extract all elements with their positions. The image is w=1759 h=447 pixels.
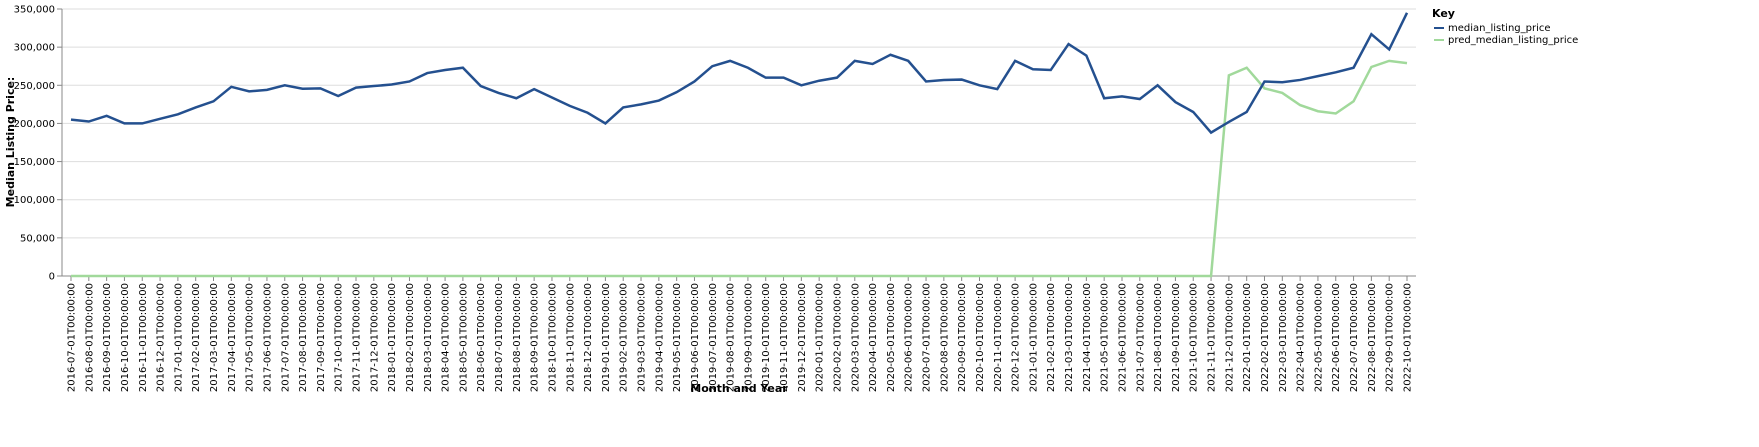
x-tick-label: 2021-08-01T00:00:00 [1153, 283, 1164, 392]
x-tick-label: 2020-11-01T00:00:00 [993, 283, 1004, 392]
legend-label: pred_median_listing_price [1448, 35, 1578, 46]
x-tick-label: 2019-04-01T00:00:00 [654, 283, 665, 392]
x-tick-label: 2020-02-01T00:00:00 [832, 283, 843, 392]
x-tick-label: 2016-07-01T00:00:00 [67, 283, 78, 392]
x-tick-label: 2019-05-01T00:00:00 [672, 283, 683, 392]
x-tick-label: 2022-10-01T00:00:00 [1403, 283, 1414, 392]
x-tick-label: 2020-05-01T00:00:00 [886, 283, 897, 392]
x-tick-label: 2017-07-01T00:00:00 [280, 283, 291, 392]
x-tick-label: 2017-11-01T00:00:00 [352, 283, 363, 392]
x-tick-label: 2019-07-01T00:00:00 [708, 283, 719, 392]
x-tick-label: 2019-08-01T00:00:00 [726, 283, 737, 392]
x-tick-label: 2020-07-01T00:00:00 [922, 283, 933, 392]
x-tick-label: 2020-12-01T00:00:00 [1011, 283, 1022, 392]
x-tick-label: 2021-02-01T00:00:00 [1046, 283, 1057, 392]
x-tick-label: 2022-07-01T00:00:00 [1349, 283, 1360, 392]
x-tick-label: 2016-12-01T00:00:00 [156, 283, 167, 392]
x-tick-label: 2019-01-01T00:00:00 [601, 283, 612, 392]
legend-label: median_listing_price [1448, 23, 1551, 34]
x-tick-label: 2017-04-01T00:00:00 [227, 283, 238, 392]
x-tick-label: 2018-11-01T00:00:00 [565, 283, 576, 392]
x-tick-label: 2019-12-01T00:00:00 [797, 283, 808, 392]
x-tick-label: 2022-01-01T00:00:00 [1242, 283, 1253, 392]
x-tick-label: 2017-01-01T00:00:00 [173, 283, 184, 392]
x-tick-label: 2019-09-01T00:00:00 [743, 283, 754, 392]
y-axis-title: Median Listing Price: [4, 77, 17, 208]
x-tick-label: 2017-05-01T00:00:00 [245, 283, 256, 392]
x-axis-title: Month and Year [690, 382, 788, 395]
x-tick-label: 2018-03-01T00:00:00 [423, 283, 434, 392]
line [70, 12, 1409, 135]
x-tick-label: 2019-10-01T00:00:00 [761, 283, 772, 392]
y-tick-label: 150,000 [14, 157, 55, 168]
x-tick-label: 2020-08-01T00:00:00 [939, 283, 950, 392]
line [71, 59, 1408, 278]
x-tick-label: 2019-02-01T00:00:00 [619, 283, 630, 392]
x-tick-label: 2021-07-01T00:00:00 [1135, 283, 1146, 392]
x-tick-label: 2018-05-01T00:00:00 [458, 283, 469, 392]
x-tick-label: 2022-03-01T00:00:00 [1278, 283, 1289, 392]
x-tick-label: 2017-03-01T00:00:00 [209, 283, 220, 392]
x-tick-label: 2017-12-01T00:00:00 [369, 283, 380, 392]
x-tick-label: 2019-11-01T00:00:00 [779, 283, 790, 392]
x-tick-label: 2016-10-01T00:00:00 [120, 283, 131, 392]
x-tick-label: 2020-03-01T00:00:00 [850, 283, 861, 392]
x-tick-label: 2021-11-01T00:00:00 [1207, 283, 1218, 392]
x-tick-label: 2018-02-01T00:00:00 [405, 283, 416, 392]
x-tick-label: 2017-10-01T00:00:00 [334, 283, 345, 392]
x-tick-label: 2017-09-01T00:00:00 [316, 283, 327, 392]
x-tick-label: 2019-06-01T00:00:00 [690, 283, 701, 392]
y-tick-label: 50,000 [20, 233, 55, 244]
legend-title: Key [1432, 7, 1455, 20]
x-tick-label: 2022-09-01T00:00:00 [1385, 283, 1396, 392]
x-tick-label: 2022-05-01T00:00:00 [1313, 283, 1324, 392]
x-tick-label: 2018-12-01T00:00:00 [583, 283, 594, 392]
x-tick-label: 2018-09-01T00:00:00 [530, 283, 541, 392]
x-tick-label: 2018-08-01T00:00:00 [512, 283, 523, 392]
x-tick-label: 2017-08-01T00:00:00 [298, 283, 309, 392]
x-tick-label: 2020-10-01T00:00:00 [975, 283, 986, 392]
x-tick-label: 2021-10-01T00:00:00 [1189, 283, 1200, 392]
x-tick-label: 2021-01-01T00:00:00 [1028, 283, 1039, 392]
y-tick-label: 350,000 [14, 5, 55, 16]
y-tick-label: 100,000 [14, 195, 55, 206]
x-tick-label: 2022-04-01T00:00:00 [1296, 283, 1307, 392]
x-tick-label: 2022-02-01T00:00:00 [1260, 283, 1271, 392]
x-tick-label: 2020-09-01T00:00:00 [957, 283, 968, 392]
x-tick-label: 2021-05-01T00:00:00 [1100, 283, 1111, 392]
x-tick-label: 2018-07-01T00:00:00 [494, 283, 505, 392]
y-tick-label: 200,000 [14, 119, 55, 130]
x-tick-label: 2022-06-01T00:00:00 [1331, 283, 1342, 392]
y-tick-label: 300,000 [14, 43, 55, 54]
y-tick-label: 0 [49, 272, 55, 283]
x-tick-label: 2021-06-01T00:00:00 [1117, 283, 1128, 392]
x-tick-label: 2021-04-01T00:00:00 [1082, 283, 1093, 392]
x-tick-label: 2018-10-01T00:00:00 [547, 283, 558, 392]
x-tick-label: 2020-04-01T00:00:00 [868, 283, 879, 392]
x-tick-label: 2016-09-01T00:00:00 [102, 283, 113, 392]
x-tick-label: 2020-06-01T00:00:00 [904, 283, 915, 392]
x-tick-label: 2022-08-01T00:00:00 [1367, 283, 1378, 392]
x-tick-label: 2020-01-01T00:00:00 [815, 283, 826, 392]
x-tick-label: 2016-11-01T00:00:00 [138, 283, 149, 392]
x-tick-label: 2017-02-01T00:00:00 [191, 283, 202, 392]
x-tick-label: 2018-04-01T00:00:00 [441, 283, 452, 392]
x-tick-label: 2018-06-01T00:00:00 [476, 283, 487, 392]
x-tick-label: 2021-09-01T00:00:00 [1171, 283, 1182, 392]
y-tick-label: 250,000 [14, 81, 55, 92]
x-tick-label: 2021-03-01T00:00:00 [1064, 283, 1075, 392]
x-tick-label: 2018-01-01T00:00:00 [387, 283, 398, 392]
x-tick-label: 2021-12-01T00:00:00 [1224, 283, 1235, 392]
x-tick-label: 2016-08-01T00:00:00 [84, 283, 95, 392]
x-tick-label: 2019-03-01T00:00:00 [637, 283, 648, 392]
x-tick-label: 2017-06-01T00:00:00 [262, 283, 273, 392]
